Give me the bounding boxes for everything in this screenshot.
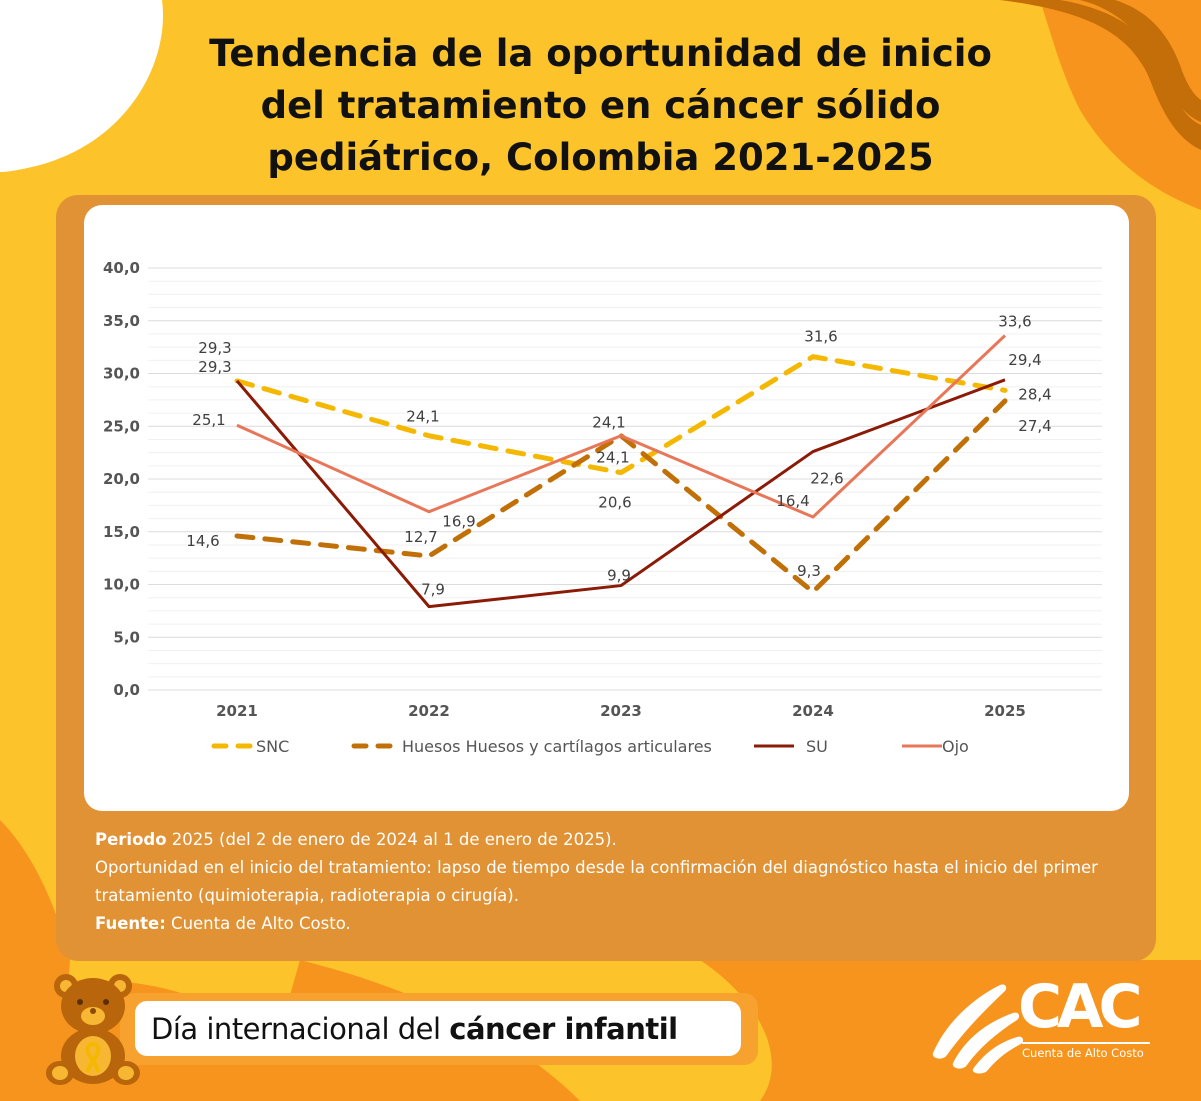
title-line-3: pediátrico, Colombia 2021-2025 (267, 136, 934, 179)
x-tick-label: 2023 (600, 702, 642, 720)
data-label: 31,6 (804, 328, 837, 346)
y-tick-label: 25,0 (103, 417, 140, 435)
cac-swoosh-icon (932, 984, 1024, 1074)
bg-brown-swirl (1000, 0, 1201, 150)
data-label: 16,9 (442, 513, 475, 531)
teddy-bear-icon (46, 974, 140, 1085)
x-tick-label: 2022 (408, 702, 450, 720)
data-label: 16,4 (776, 492, 809, 510)
y-tick-label: 0,0 (113, 681, 140, 699)
data-label: 29,3 (198, 339, 231, 357)
x-tick-label: 2021 (216, 702, 258, 720)
data-label: 20,6 (598, 494, 631, 512)
periodo-label: Periodo (95, 830, 167, 849)
periodo-note: Periodo 2025 (del 2 de enero de 2024 al … (95, 826, 1135, 854)
logo-acronym: CAC (1018, 972, 1142, 1042)
data-label: 14,6 (186, 532, 219, 550)
series-line-ojo (236, 334, 1007, 519)
bg-brown-swirl-2 (1080, 0, 1201, 122)
banner: Día internacional del cáncer infantil (135, 1001, 741, 1056)
legend-label: Ojo (942, 737, 969, 756)
y-tick-label: 30,0 (103, 365, 140, 383)
legend-label: SNC (256, 737, 289, 756)
logo-divider (1022, 1042, 1150, 1044)
y-tick-label: 40,0 (103, 259, 140, 277)
data-label: 28,4 (1018, 385, 1051, 403)
data-label: 9,3 (797, 562, 821, 580)
series-line-snc (234, 354, 1008, 476)
logo-name: Cuenta de Alto Costo (1022, 1046, 1144, 1060)
data-label: 24,1 (592, 414, 625, 432)
y-tick-label: 35,0 (103, 312, 140, 330)
banner-text-regular: Día internacional del (151, 1011, 450, 1046)
data-label: 33,6 (998, 313, 1031, 331)
data-label: 22,6 (810, 470, 843, 488)
y-tick-label: 5,0 (113, 628, 140, 646)
data-label: 7,9 (421, 581, 445, 599)
data-label: 25,1 (192, 411, 225, 429)
fuente-label: Fuente: (95, 914, 166, 933)
fuente-text: Cuenta de Alto Costo. (165, 914, 351, 933)
data-label: 24,1 (596, 449, 629, 467)
periodo-text: 2025 (del 2 de enero de 2024 al 1 de ene… (166, 830, 617, 849)
banner-text-bold: cáncer infantil (449, 1011, 678, 1046)
line-chart: 0,0 5,0 10,0 15,0 20,0 25,0 30,0 35,0 40,0 2021 20… (103, 259, 1102, 756)
y-tick-label: 15,0 (103, 523, 140, 541)
data-label: 29,3 (198, 358, 231, 376)
fuente-note: Fuente: Cuenta de Alto Costo. (95, 910, 1135, 938)
legend-label: SU (806, 737, 828, 756)
chart-card (84, 205, 1129, 811)
page-title: Tendencia de la oportunidad de inicio de… (0, 28, 1201, 184)
title-line-2: del tratamiento en cáncer sólido (260, 84, 941, 127)
series-line-su (235, 378, 1006, 609)
y-tick-label: 10,0 (103, 576, 140, 594)
title-line-1: Tendencia de la oportunidad de inicio (209, 32, 992, 75)
x-tick-label: 2025 (984, 702, 1026, 720)
data-label: 27,4 (1018, 417, 1051, 435)
data-label: 29,4 (1008, 351, 1041, 369)
y-tick-label: 20,0 (103, 470, 140, 488)
banner-text: Día internacional del cáncer infantil (151, 1012, 678, 1046)
data-label: 24,1 (406, 408, 439, 426)
data-label: 9,9 (607, 567, 631, 585)
definition-note: Oportunidad en el inicio del tratamiento… (95, 858, 1098, 905)
x-tick-label: 2024 (792, 702, 834, 720)
data-label: 12,7 (404, 528, 437, 546)
legend-label: Huesos Huesos y cartílagos articulares (402, 737, 712, 756)
chart-notes: Periodo 2025 (del 2 de enero de 2024 al … (95, 826, 1135, 938)
bg-white-blob (0, 0, 163, 172)
